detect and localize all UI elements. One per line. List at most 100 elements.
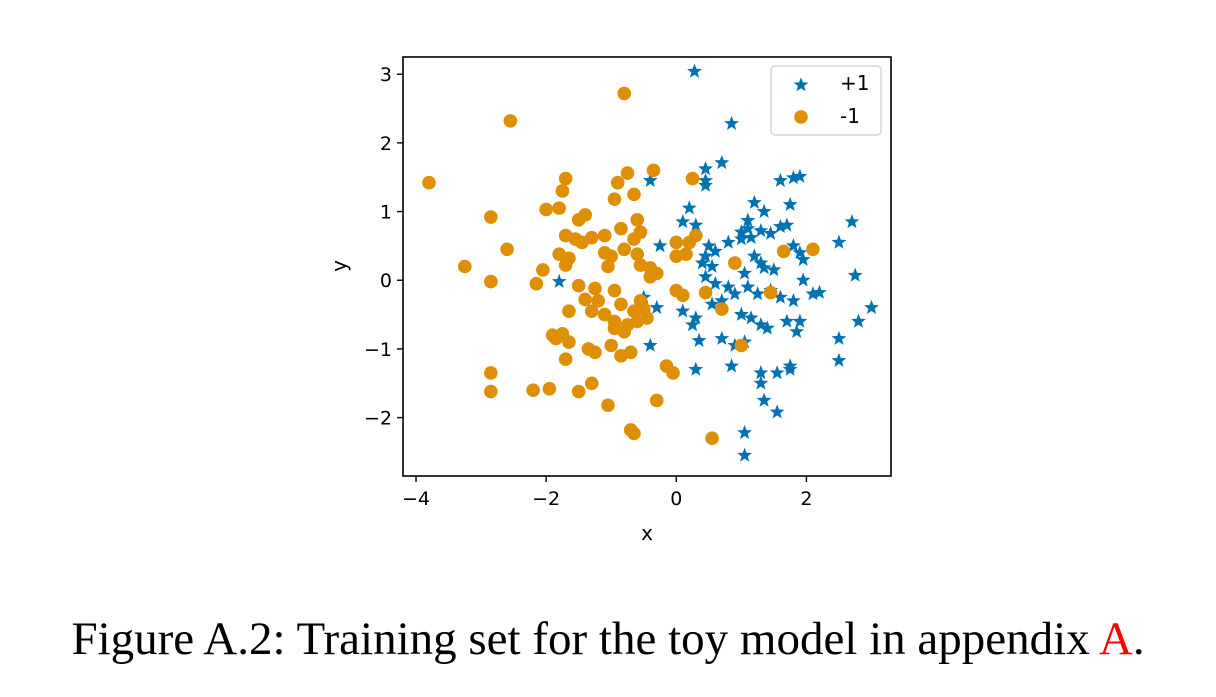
x-tick-label: 2	[800, 488, 812, 510]
data-point-star	[698, 172, 713, 187]
data-point-star	[792, 313, 808, 328]
x-axis-label: x	[641, 521, 653, 545]
data-point-star	[759, 320, 775, 335]
data-point-star	[698, 269, 713, 284]
data-point-circle	[526, 383, 540, 397]
data-point-star	[753, 255, 769, 270]
data-point-star	[691, 332, 707, 347]
plot-frame	[402, 56, 892, 477]
data-point-circle	[633, 225, 648, 239]
data-point-star	[733, 306, 749, 321]
data-point-star	[763, 225, 779, 240]
data-point-star	[746, 248, 762, 263]
data-point-circle	[715, 302, 729, 316]
data-point-circle	[649, 393, 664, 408]
data-point-circle	[571, 278, 586, 293]
data-point-circle	[604, 249, 619, 263]
y-tick-label: 0	[380, 270, 392, 292]
data-point-circle	[588, 281, 602, 296]
caption-period: .	[1132, 613, 1145, 665]
data-point-circle	[614, 221, 628, 236]
data-point-circle	[617, 86, 632, 101]
data-point-circle	[578, 208, 592, 222]
data-point-circle	[643, 270, 658, 284]
y-tick-label: −2	[364, 408, 392, 430]
data-point-star	[737, 265, 753, 280]
data-point-star	[772, 172, 788, 187]
data-point-circle	[685, 171, 700, 186]
data-point-circle	[555, 184, 570, 198]
data-point-circle	[584, 230, 599, 245]
legend-star-marker	[793, 77, 809, 92]
data-point-star	[707, 243, 723, 258]
data-point-star	[746, 194, 762, 209]
data-point-circle	[536, 263, 550, 277]
data-point-star	[795, 272, 811, 287]
data-point-circle	[503, 114, 518, 128]
data-point-circle	[591, 294, 605, 308]
data-point-circle	[763, 285, 778, 300]
data-point-star	[714, 330, 730, 345]
data-point-circle	[705, 431, 719, 446]
data-point-circle	[633, 294, 648, 308]
data-point-star	[753, 317, 769, 332]
data-point-star	[707, 275, 723, 290]
data-point-star	[704, 258, 720, 273]
data-point-circle	[484, 274, 498, 289]
data-point-star	[789, 323, 805, 339]
data-point-circle	[607, 283, 622, 298]
data-point-circle	[630, 314, 645, 329]
legend-label-positive: +1	[840, 71, 869, 95]
data-point-star	[753, 365, 769, 380]
data-point-star	[698, 161, 713, 176]
data-point-star	[551, 273, 567, 288]
data-point-star	[743, 229, 759, 244]
data-point-circle	[669, 235, 684, 250]
data-point-star	[733, 231, 749, 246]
data-point-circle	[620, 166, 635, 180]
data-point-star	[740, 220, 756, 236]
data-point-circle	[728, 256, 742, 270]
data-point-circle	[610, 175, 625, 190]
data-point-star	[698, 248, 713, 263]
figure-caption: Figure A.2: Training set for the toy mod…	[0, 612, 1216, 666]
data-point-star	[724, 115, 739, 130]
data-point-star	[772, 289, 788, 304]
data-point-star	[687, 63, 702, 78]
data-point-star	[753, 222, 769, 238]
data-point-star	[864, 299, 879, 315]
data-point-circle	[627, 187, 641, 202]
data-point-star	[720, 279, 736, 294]
data-point-circle	[646, 163, 661, 178]
data-point-star	[831, 234, 847, 249]
data-point-circle	[500, 242, 514, 257]
legend: +1 -1	[770, 65, 882, 136]
data-point-star	[805, 286, 821, 301]
data-point-star	[714, 293, 730, 308]
data-point-star	[772, 218, 788, 233]
data-point-star	[743, 310, 759, 325]
data-point-star	[698, 177, 713, 192]
caption-text: Figure A.2: Training set for the toy mod…	[71, 613, 1099, 665]
data-point-star	[688, 361, 704, 376]
data-point-star	[675, 303, 691, 318]
x-tick-label: −2	[532, 488, 560, 510]
data-point-circle	[666, 366, 680, 380]
data-point-star	[720, 234, 736, 249]
data-point-star	[851, 313, 866, 328]
data-point-star	[785, 293, 801, 308]
data-point-circle	[597, 307, 612, 322]
data-point-circle	[734, 338, 749, 353]
data-point-circle	[562, 335, 576, 349]
appendix-reference-link[interactable]: A	[1098, 613, 1133, 665]
data-point-circle	[604, 338, 619, 353]
data-point-star	[642, 172, 658, 187]
x-tick-label: 0	[670, 488, 682, 510]
data-point-circle	[584, 376, 599, 391]
data-point-circle	[588, 345, 602, 360]
data-point-circle	[601, 259, 615, 274]
y-tick-label: −1	[364, 339, 392, 361]
data-point-star	[737, 447, 753, 462]
data-point-star	[831, 330, 847, 345]
